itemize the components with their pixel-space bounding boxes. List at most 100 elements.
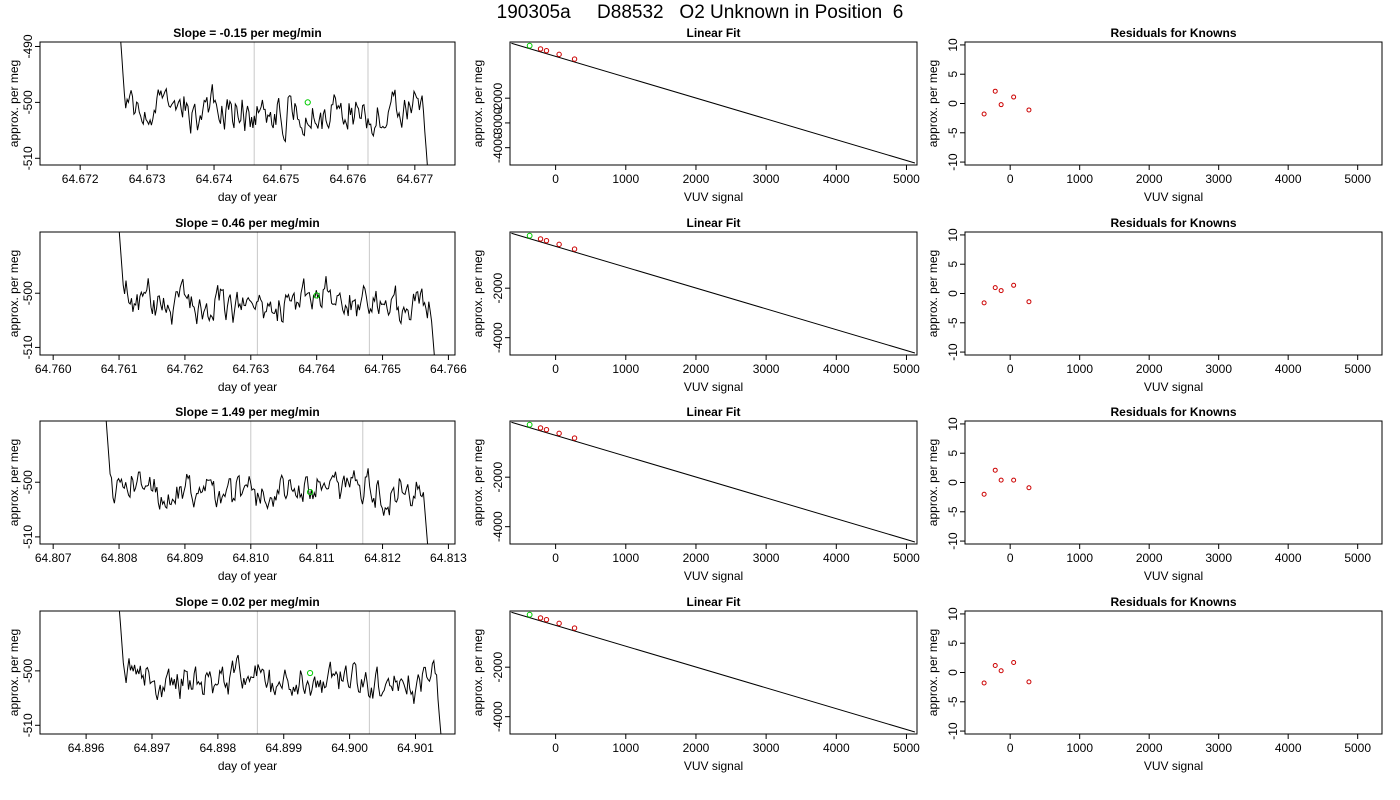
x-tick-label: 5000 (1344, 362, 1371, 376)
series-line (105, 421, 429, 544)
x-tick-label: 4000 (823, 362, 850, 376)
plot-area (981, 467, 1032, 497)
fit-line (511, 232, 916, 354)
x-tick-label: 64.676 (330, 172, 367, 186)
residual-point (998, 102, 1004, 108)
x-tick-label: 0 (552, 551, 559, 565)
residual-point (1011, 282, 1017, 288)
residuals-panel-4: Residuals for Knowns 0 1000 2000 3000 4000 500… (926, 595, 1383, 773)
x-tick-label: 2000 (1136, 551, 1163, 565)
x-tick-label: 2000 (683, 172, 710, 186)
x-tick-label: 64.899 (265, 741, 302, 755)
plot-frame (509, 41, 918, 166)
y-tick-label: -4000 (491, 701, 505, 732)
y-tick-label: -4000 (491, 511, 505, 542)
residual-point (1026, 679, 1032, 685)
y-tick-label: -490 (21, 34, 35, 58)
panel-title: Linear Fit (686, 595, 740, 609)
y-tick-label: -10 (946, 343, 960, 361)
x-tick-label: 5000 (1344, 741, 1371, 755)
x-tick-label: 3000 (1205, 741, 1232, 755)
y-tick-label: -2000 (491, 273, 505, 304)
x-tick-label: 64.811 (299, 551, 335, 565)
y-tick-label: -5 (946, 127, 960, 138)
known-point (543, 426, 550, 433)
y-axis-label: approx. per meg (926, 60, 940, 147)
known-point (537, 615, 544, 621)
y-tick-label: 0 (946, 100, 960, 107)
x-tick-label: 64.765 (364, 362, 401, 376)
y-axis-label: approx. per meg (7, 60, 21, 147)
x-tick-label: 4000 (823, 172, 850, 186)
plot-frame (39, 231, 456, 356)
y-axis-label: approx. per meg (471, 629, 485, 716)
y-tick-label: -510 (21, 146, 35, 170)
x-tick-label: 1000 (1066, 362, 1093, 376)
unknown-point (526, 611, 533, 618)
residual-point (998, 668, 1004, 674)
residual-point (992, 467, 998, 473)
y-tick-label: 10 (946, 38, 960, 52)
plot-frame (39, 41, 456, 166)
plot-frame (509, 610, 918, 735)
x-tick-label: 3000 (1205, 172, 1232, 186)
y-axis-label: approx. per meg (471, 60, 485, 147)
plot-area (105, 421, 429, 544)
y-tick-label: -510 (21, 713, 35, 737)
residual-point (992, 88, 998, 94)
x-tick-label: 0 (1007, 551, 1014, 565)
panel-title: Slope = 1.49 per meg/min (175, 405, 319, 419)
x-tick-label: 3000 (753, 362, 780, 376)
known-point (537, 425, 544, 431)
residual-point (981, 491, 987, 497)
x-tick-label: 64.763 (232, 362, 269, 376)
panel-title: Residuals for Knowns (1110, 216, 1236, 230)
residual-point (1011, 477, 1017, 483)
residuals-panel-3: Residuals for Knowns 0 1000 2000 3000 4000 500… (926, 405, 1383, 583)
x-tick-label: 64.807 (35, 551, 72, 565)
y-tick-label: -5 (946, 506, 960, 517)
linear-fit-panel-1: Linear Fit 0 1000 2000 3000 4000 5000 -4000-300… (471, 26, 920, 204)
y-tick-label: -2000 (491, 652, 505, 683)
known-point (556, 430, 562, 437)
y-axis-label: approx. per meg (7, 629, 21, 716)
y-tick-label: 0 (946, 479, 960, 486)
y-tick-label: -500 (21, 470, 35, 494)
panel-title: Slope = 0.46 per meg/min (175, 216, 319, 230)
x-tick-label: 0 (552, 172, 559, 186)
known-point (571, 625, 578, 631)
known-point (543, 616, 550, 623)
x-tick-label: 1000 (612, 741, 639, 755)
figure-title: 190305a D88532 O2 Unknown in Position 6 (496, 2, 904, 23)
plot-area (118, 232, 435, 355)
x-tick-label: 1000 (612, 172, 639, 186)
panel-title: Slope = -0.15 per meg/min (173, 26, 321, 40)
residual-point (998, 477, 1004, 483)
x-tick-label: 2000 (683, 741, 710, 755)
x-tick-label: 5000 (893, 172, 920, 186)
unknown-point (526, 232, 533, 239)
linear-fit-panel-3: Linear Fit 0 1000 2000 3000 4000 5000 -4000 -200… (471, 405, 920, 583)
panel-title: Residuals for Knowns (1110, 595, 1236, 609)
x-tick-label: 0 (552, 362, 559, 376)
plot-frame (964, 231, 1383, 356)
residual-point (1026, 299, 1032, 305)
x-tick-label: 64.812 (364, 551, 401, 565)
x-tick-label: 64.674 (196, 172, 233, 186)
y-tick-label: 10 (946, 417, 960, 431)
plot-area (981, 282, 1032, 306)
y-tick-label: -500 (21, 659, 35, 683)
x-tick-label: 5000 (1344, 551, 1371, 565)
known-point (537, 46, 544, 52)
fit-line (511, 611, 916, 733)
plot-frame (964, 610, 1383, 735)
series-line (120, 42, 428, 165)
linear-fit-panel-2: Linear Fit 0 1000 2000 3000 4000 5000 -4000 -200… (471, 216, 920, 394)
y-tick-label: -10 (946, 722, 960, 740)
fit-line (511, 421, 916, 543)
known-point (571, 56, 578, 62)
x-tick-label: 0 (552, 741, 559, 755)
x-tick-label: 1000 (1066, 551, 1093, 565)
x-axis-label: VUV signal (684, 190, 743, 204)
panel-title: Linear Fit (686, 26, 740, 40)
